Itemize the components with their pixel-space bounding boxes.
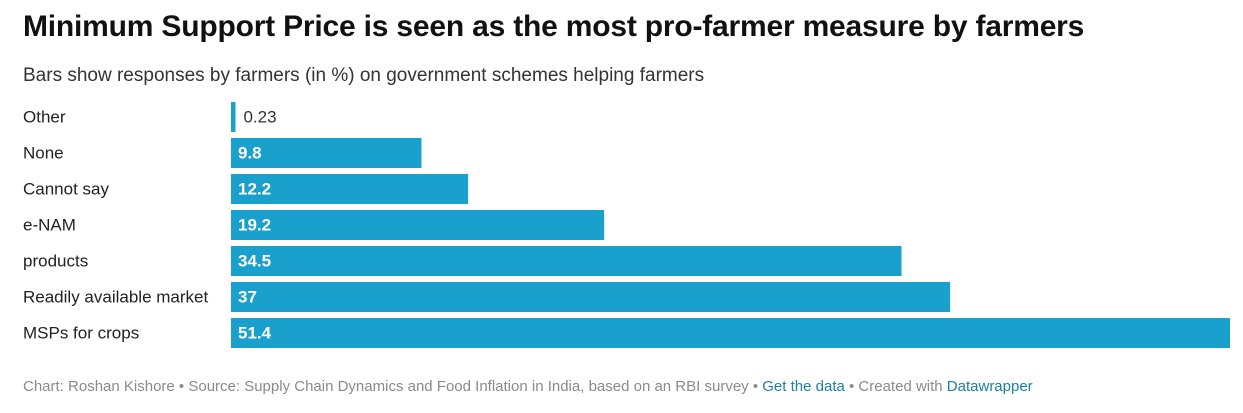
value-label: 19.2 [238,216,271,235]
category-label: Cannot say [23,180,109,199]
chart-credit: Chart: Roshan Kishore [23,378,175,395]
created-with-text: Created with [858,378,947,395]
category-label: Readily available market [23,288,208,307]
footer-separator: • [844,378,859,395]
category-label: e-NAM [23,216,76,235]
bar [231,138,422,168]
get-the-data-link[interactable]: Get the data [762,378,845,395]
footer-separator: • [174,378,189,395]
bar [231,102,236,132]
bar [231,246,902,276]
chart-footer: Chart: Roshan Kishore • Source: Supply C… [23,378,1033,395]
bar [231,318,1230,348]
footer-separator: • [748,378,763,395]
chart-subtitle: Bars show responses by farmers (in %) on… [23,65,705,86]
value-label: 0.23 [243,108,276,127]
value-label: 34.5 [238,252,271,271]
category-label: MSPs for crops [23,324,139,343]
bar [231,282,951,312]
category-label: products [23,252,88,271]
chart-title: Minimum Support Price is seen as the mos… [23,10,1085,43]
value-label: 51.4 [238,324,272,343]
value-label: 37 [238,288,257,307]
datawrapper-link[interactable]: Datawrapper [946,378,1033,395]
value-label: 12.2 [238,180,271,199]
value-label: 9.8 [238,144,262,163]
category-label: Other [23,108,66,127]
chart-source: Source: Supply Chain Dynamics and Food I… [188,378,749,395]
bar [231,174,469,204]
bar [231,210,605,240]
category-label: None [23,144,64,163]
